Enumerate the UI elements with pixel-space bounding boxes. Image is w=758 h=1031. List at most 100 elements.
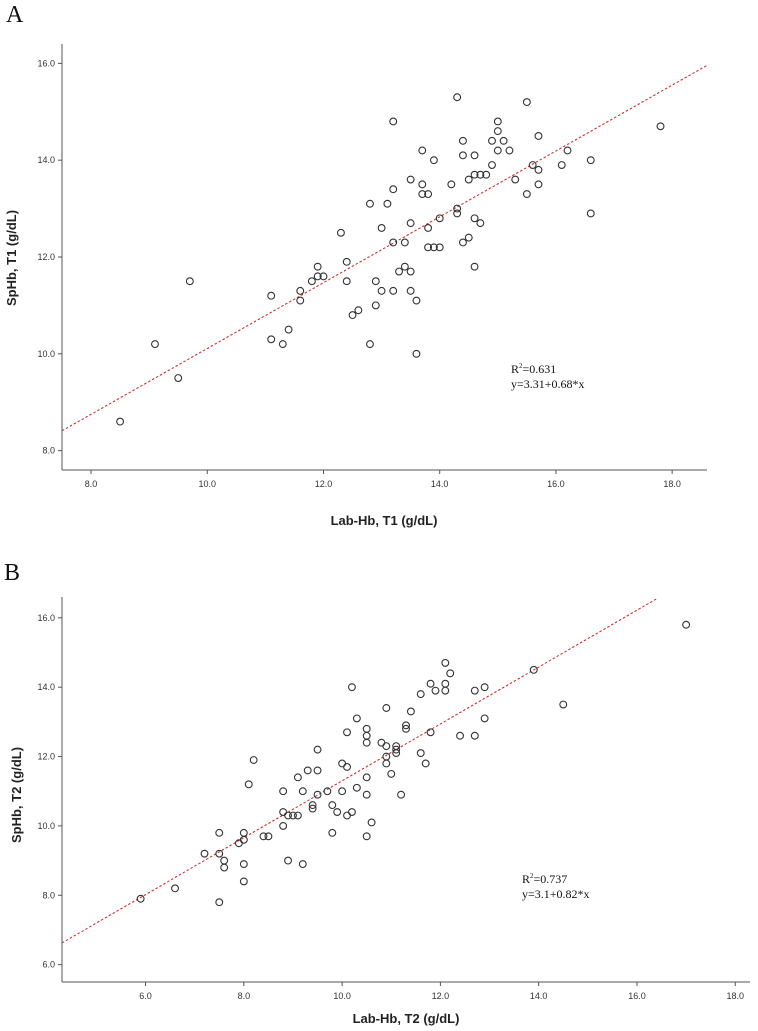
data-point-b <box>362 773 371 782</box>
y-tick-label-b: 8.0 <box>42 890 55 900</box>
data-point-a <box>366 340 374 349</box>
data-point-b <box>416 690 425 699</box>
data-point-a <box>348 311 357 320</box>
data-point-a <box>470 214 479 223</box>
data-point-a <box>400 262 409 271</box>
data-point-b <box>431 686 440 695</box>
data-point-a <box>371 277 380 286</box>
data-point-a <box>342 257 351 266</box>
data-point-a <box>435 214 444 223</box>
data-point-b <box>328 828 337 837</box>
data-point-b <box>298 860 307 869</box>
data-point-a <box>563 146 572 155</box>
data-point-a <box>400 238 409 247</box>
data-point-a <box>319 272 328 281</box>
data-point-a <box>424 190 433 199</box>
y-tick-label-b: 12.0 <box>37 752 55 762</box>
data-point-a <box>389 117 398 126</box>
data-point-a <box>406 267 415 276</box>
data-point-a <box>412 349 421 358</box>
x-tick-label-a: 12.0 <box>315 479 333 489</box>
data-point-a <box>342 277 351 286</box>
data-point-a <box>429 156 438 165</box>
data-point-a <box>447 180 456 189</box>
regression-line-b <box>61 598 657 944</box>
data-point-a <box>313 262 322 271</box>
y-tick-label-a: 12.0 <box>37 252 55 262</box>
data-point-b <box>362 790 371 799</box>
data-point-a <box>453 204 462 213</box>
data-point-b <box>220 863 229 872</box>
data-point-b <box>362 724 371 733</box>
data-point-b <box>284 856 293 865</box>
data-point-b <box>249 756 258 764</box>
data-point-a <box>412 296 421 305</box>
data-point-b <box>416 749 425 758</box>
data-point-b <box>239 828 248 837</box>
data-point-a <box>395 267 403 276</box>
data-point-b <box>338 759 347 768</box>
data-point-a <box>267 335 276 344</box>
data-point-a <box>389 185 398 194</box>
data-point-b <box>284 811 293 820</box>
data-point-a <box>586 209 595 218</box>
data-point-b <box>215 849 224 858</box>
data-point-a <box>296 296 305 305</box>
data-point-b <box>367 818 376 827</box>
scatter-chart-b: 6.0 8.0 10.0 12.0 14.0 16.0 18.0 6.0 8.0 10.0 12.0… <box>9 597 750 1026</box>
data-point-a <box>354 306 363 315</box>
data-point-b <box>279 821 288 830</box>
x-tick-label-b: 14.0 <box>530 991 548 1001</box>
data-point-a <box>278 340 287 349</box>
data-point-b <box>239 860 248 869</box>
data-point-b <box>362 738 371 747</box>
data-point-b <box>298 787 307 796</box>
data-point-a <box>267 291 276 300</box>
data-point-b <box>377 738 386 747</box>
data-point-a <box>429 243 438 252</box>
data-point-b <box>470 686 479 695</box>
data-point-b <box>171 884 179 893</box>
data-point-b <box>308 804 317 813</box>
data-point-b <box>328 801 337 810</box>
data-point-b <box>402 721 410 730</box>
data-point-b <box>313 745 322 754</box>
data-point-b <box>441 679 450 688</box>
data-point-a <box>557 161 566 169</box>
data-point-a <box>116 417 125 426</box>
data-point-a <box>424 224 433 232</box>
data-point-a <box>383 199 392 208</box>
data-point-a <box>458 151 467 160</box>
data-point-a <box>470 151 479 160</box>
r-squared-annotation-b: R2=0.737 <box>522 872 567 886</box>
data-point-a <box>470 262 479 271</box>
x-tick-label-a: 18.0 <box>663 479 681 489</box>
x-axis-label-a: Lab-Hb, T1 (g/dL) <box>331 513 438 528</box>
x-tick-label-a: 8.0 <box>85 479 98 489</box>
data-point-a <box>522 190 531 199</box>
data-point-b <box>264 832 273 841</box>
data-point-a <box>528 161 537 169</box>
x-tick-label-a: 16.0 <box>547 479 565 489</box>
scatter-chart-a: 8.0 10.0 12.0 14.0 16.0 18.0 8.0 10.0 12.0 14.0 16… <box>4 44 708 528</box>
data-point-a <box>482 170 491 179</box>
data-point-a <box>418 190 427 199</box>
data-point-a <box>406 175 415 184</box>
y-axis-label-b: SpHb, T2 (g/dL) <box>9 747 24 843</box>
data-point-a <box>534 180 543 189</box>
y-tick-label-b: 10.0 <box>37 821 55 831</box>
data-point-b <box>559 700 568 709</box>
data-point-a <box>435 243 444 252</box>
x-tick-label-b: 10.0 <box>333 991 351 1001</box>
x-tick-label-b: 8.0 <box>238 991 251 1001</box>
x-tick-label-a: 14.0 <box>431 479 449 489</box>
data-point-b <box>308 801 317 810</box>
data-point-a <box>453 93 462 102</box>
data-point-a <box>476 170 485 179</box>
y-tick-label-a: 16.0 <box>37 58 55 68</box>
data-point-b <box>456 731 465 740</box>
data-point-b <box>392 745 401 754</box>
data-point-a <box>488 136 496 145</box>
data-point-b <box>682 620 691 629</box>
data-point-a <box>377 286 386 295</box>
